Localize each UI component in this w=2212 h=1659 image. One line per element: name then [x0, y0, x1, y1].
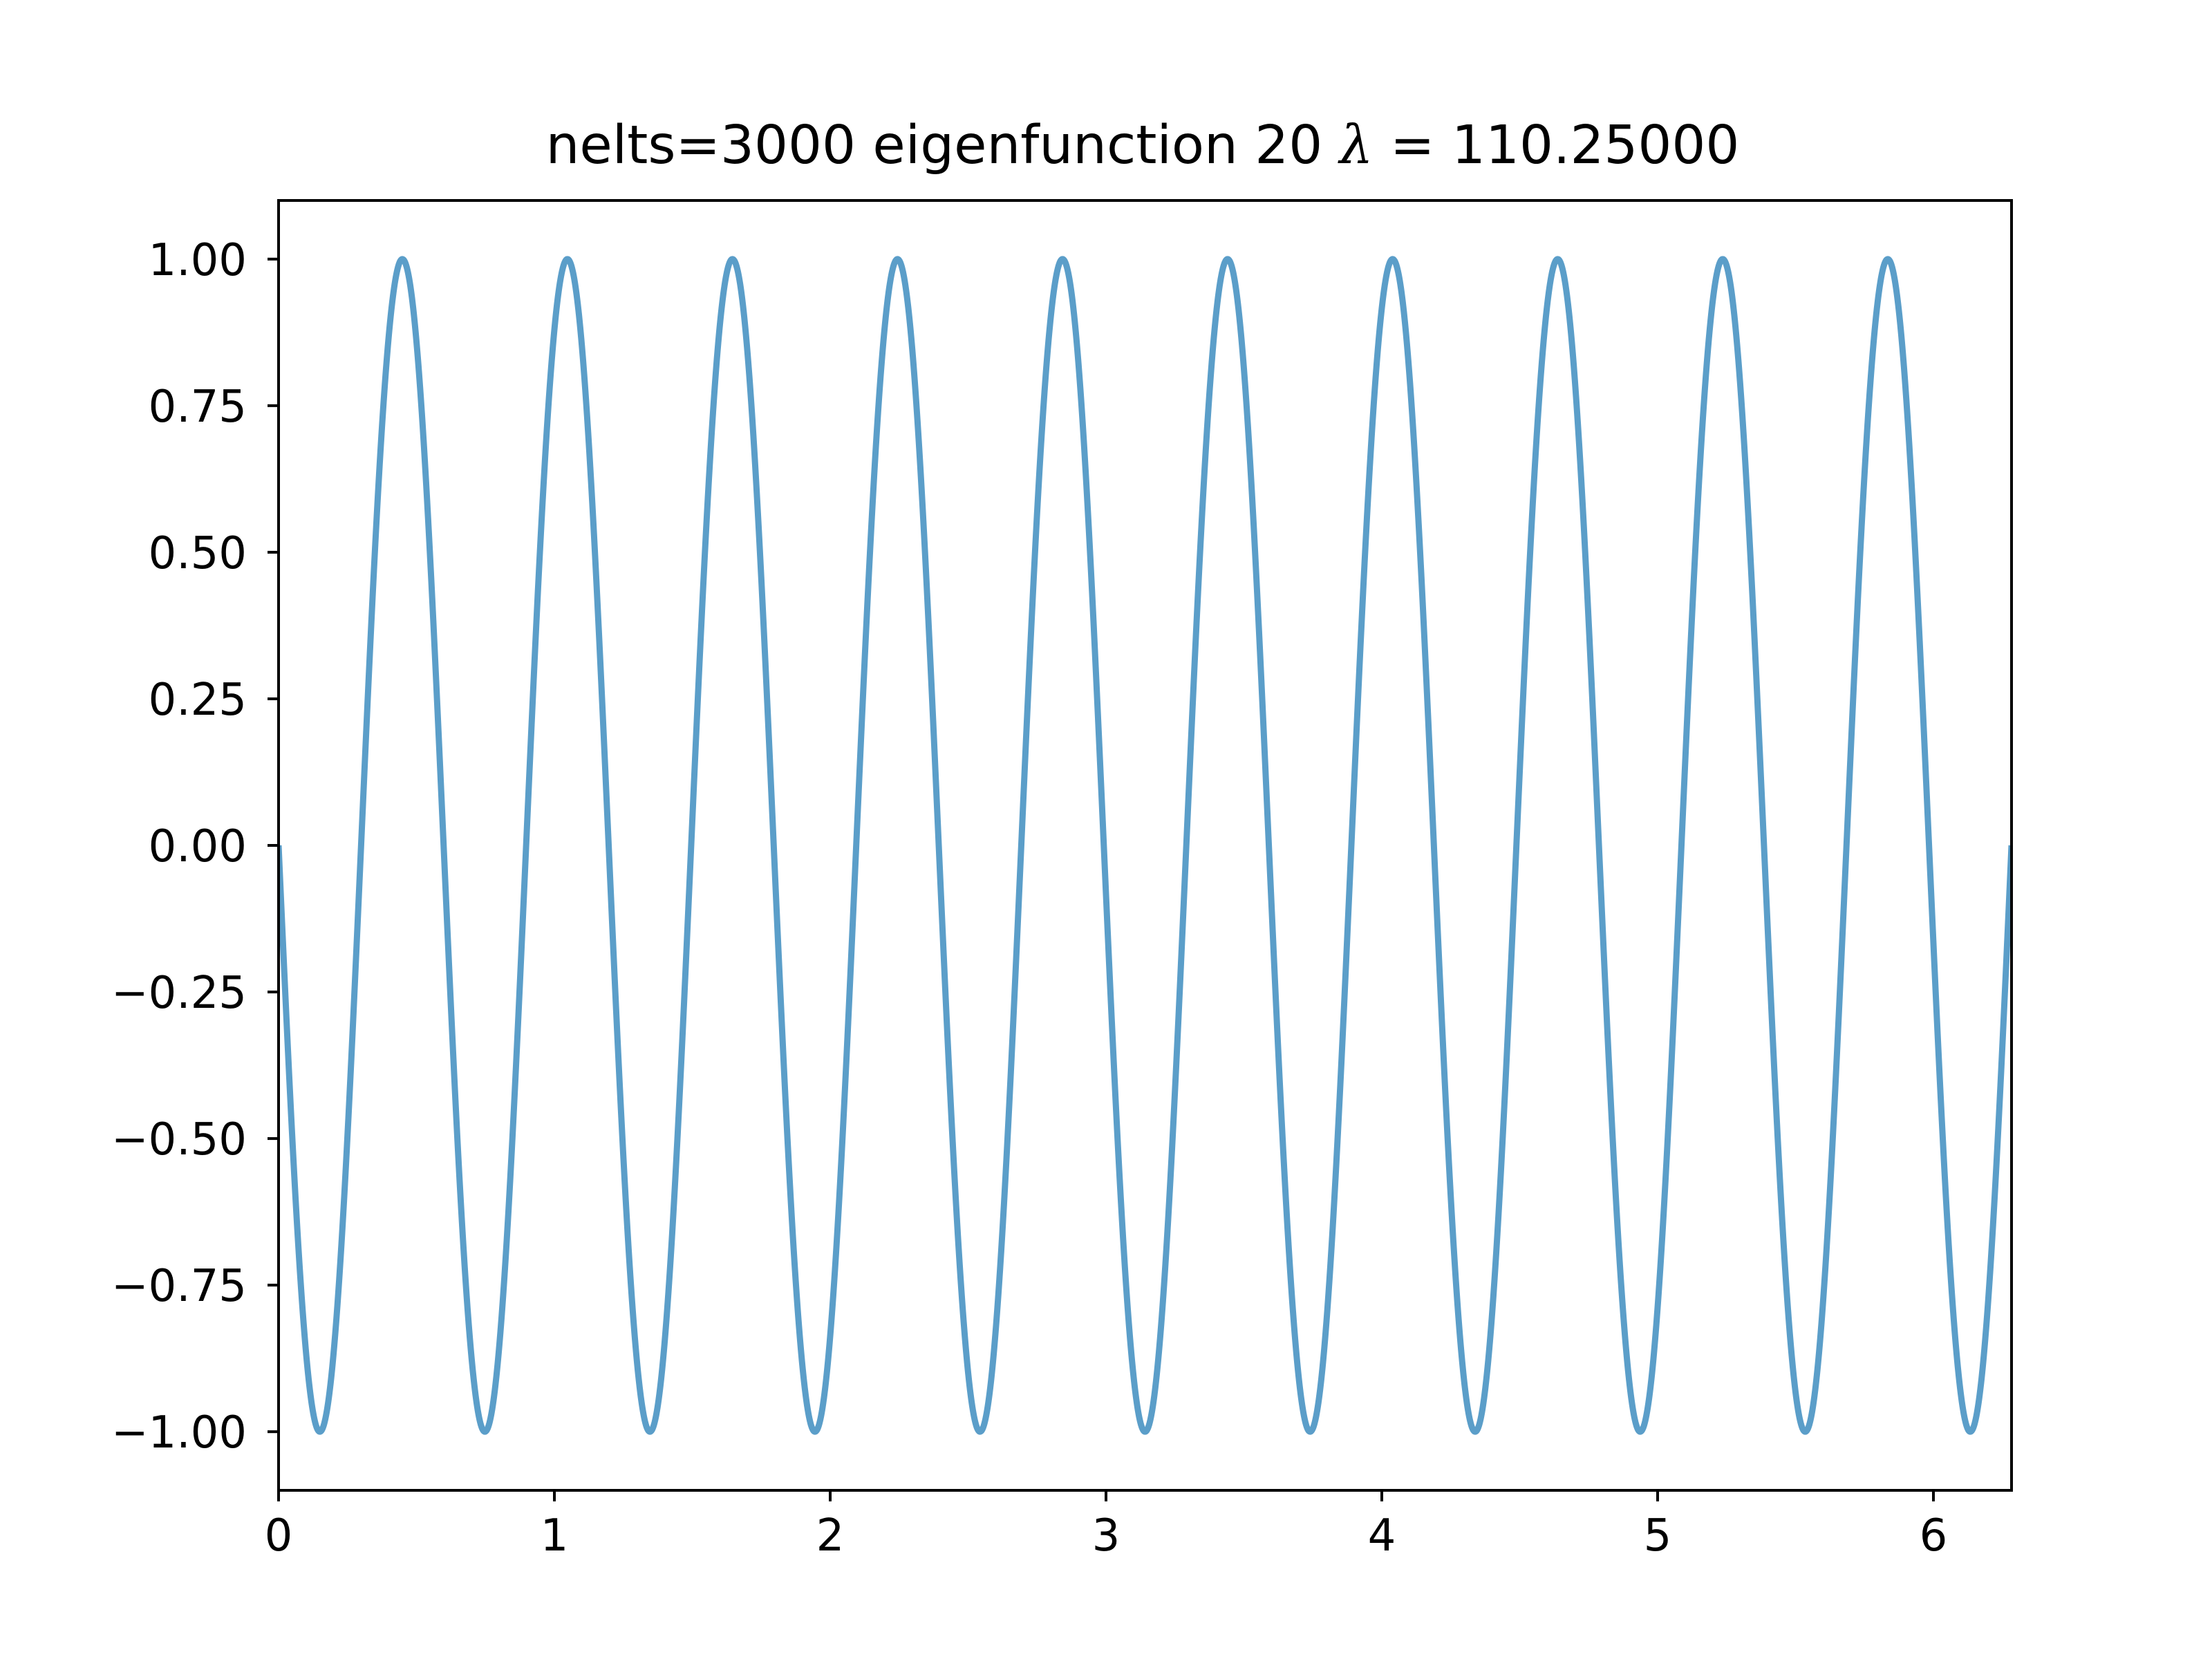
chart-title-symbol: λ	[1338, 115, 1374, 176]
y-tick-label: 1.00	[149, 235, 247, 286]
y-tick-label: −0.50	[111, 1114, 247, 1165]
y-tick-label: −0.75	[111, 1261, 247, 1312]
axes-frame	[277, 199, 2013, 1492]
x-tick-label: 6	[1920, 1510, 1948, 1562]
y-tick-label: −0.25	[111, 968, 247, 1019]
x-tick-label: 2	[816, 1510, 845, 1562]
y-tick-label: 0.50	[149, 528, 247, 579]
chart-title: nelts=3000 eigenfunction 20 λ = 110.2500…	[546, 115, 1740, 176]
x-tick-label: 5	[1644, 1510, 1672, 1562]
plot-area	[279, 256, 2012, 1435]
y-tick-label: 0.75	[149, 382, 247, 433]
x-axis: 0 1 2 3 4 5 6	[265, 1490, 1948, 1562]
x-tick-label: 4	[1368, 1510, 1396, 1562]
y-tick-label: 0.25	[149, 675, 247, 726]
y-tick-label: 0.00	[149, 821, 247, 872]
chart-title-prefix: nelts=3000 eigenfunction 20	[546, 115, 1340, 176]
x-tick-label: 0	[265, 1510, 293, 1562]
series-line-0	[279, 256, 2012, 1435]
x-tick-label: 1	[541, 1510, 569, 1562]
y-tick-label: −1.00	[111, 1407, 247, 1459]
chart-title-suffix: = 110.25000	[1374, 115, 1740, 176]
x-tick-label: 3	[1092, 1510, 1121, 1562]
y-axis: 1.00 0.75 0.50 0.25 0.00 −0.25 −0.50 −0.75 −1.00	[111, 235, 279, 1459]
